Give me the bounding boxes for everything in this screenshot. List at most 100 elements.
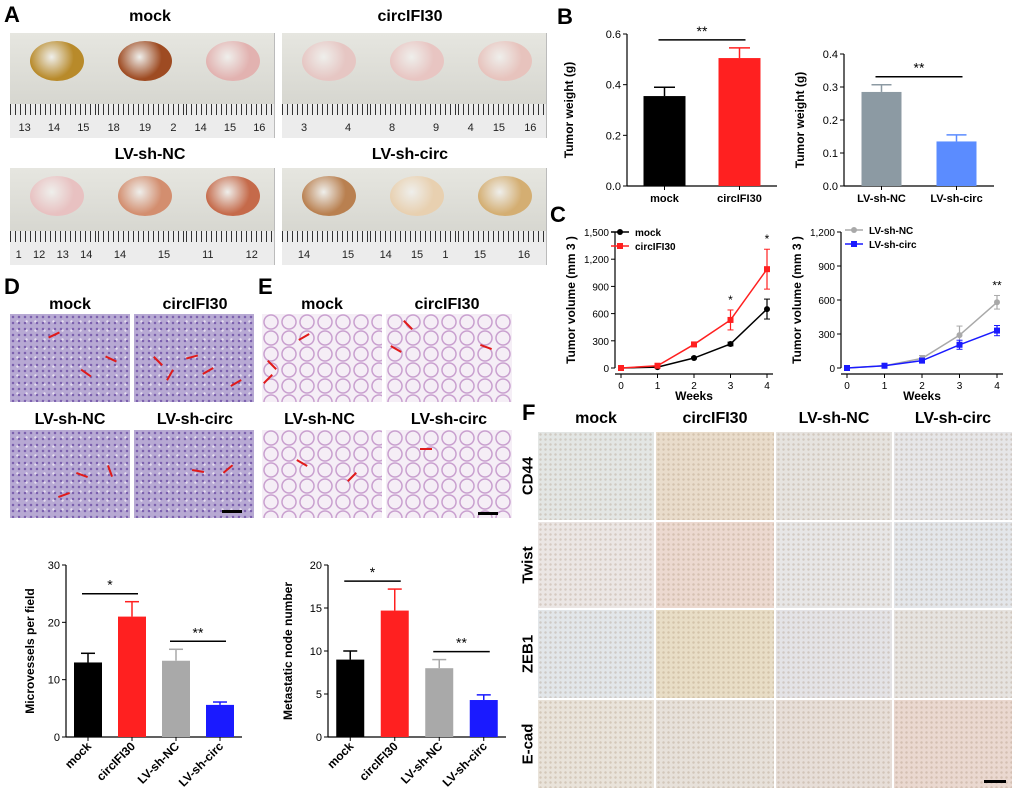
significance-marker: * xyxy=(728,293,733,307)
he-label-lv-sh-nc: LV-sh-NC xyxy=(34,411,106,428)
y-tick-label: 600 xyxy=(592,310,609,321)
ruler-number: 13 xyxy=(18,122,31,134)
he-image-lv-sh-circ xyxy=(134,430,254,518)
ruler-number: 19 xyxy=(138,122,152,134)
bar xyxy=(425,668,454,737)
he-image-lv-sh-nc xyxy=(10,430,130,518)
ihc-row-label: CD44 xyxy=(519,456,537,496)
ruler-number: 15 xyxy=(223,122,237,134)
ihc-column-label: circIFI30 xyxy=(682,410,748,427)
y-tick-label: 10 xyxy=(48,675,60,687)
x-tick-label: LV-sh-circ xyxy=(440,739,491,790)
ihc-image xyxy=(894,610,1012,698)
bar xyxy=(861,91,902,186)
ihc-image xyxy=(538,522,654,608)
ruler-number: 15 xyxy=(77,122,90,134)
y-tick-label: 900 xyxy=(592,282,609,293)
ruler-number: 9 xyxy=(432,122,440,134)
ruler-number: 14 xyxy=(80,249,93,261)
x-tick-label: 1 xyxy=(655,381,661,392)
ihc-column-label: LV-sh-NC xyxy=(798,410,870,427)
data-point xyxy=(727,340,734,347)
scale-bar xyxy=(222,510,242,513)
x-tick-label: LV-sh-circ xyxy=(176,739,227,790)
significance-marker: ** xyxy=(193,624,204,640)
tumor-tissue xyxy=(478,41,532,81)
panel-letter-f: F xyxy=(522,400,536,425)
x-tick-label: 3 xyxy=(728,381,734,392)
data-point xyxy=(844,365,850,371)
ruler: 11 12 xyxy=(186,231,274,265)
significance-marker: ** xyxy=(456,635,467,651)
bar xyxy=(74,662,102,737)
he-image-circifi30 xyxy=(134,314,254,402)
y-tick-label: 5 xyxy=(316,689,322,701)
ihc-image xyxy=(894,432,1012,520)
x-tick-label: LV-sh-circ xyxy=(930,193,982,205)
ihc-image xyxy=(656,522,774,608)
bar xyxy=(469,700,498,737)
ihc-image xyxy=(894,700,1012,788)
data-point xyxy=(654,362,661,369)
x-tick-label: 0 xyxy=(618,381,624,392)
y-tick-label: 900 xyxy=(818,262,835,273)
ruler-number: 14 xyxy=(47,122,61,134)
x-tick-label: mock xyxy=(62,739,94,771)
significance-marker: ** xyxy=(992,278,1002,292)
y-tick-label: 0.2 xyxy=(606,130,621,142)
y-tick-label: 0.6 xyxy=(606,29,621,41)
ruler-number: 4 xyxy=(467,122,474,134)
y-tick-label: 0 xyxy=(829,364,835,375)
ruler-number: 11 xyxy=(202,249,214,261)
tumor-tissue xyxy=(390,41,444,81)
bar xyxy=(162,660,190,737)
ruler-number: 13 xyxy=(56,249,69,261)
y-tick-label: 0.4 xyxy=(606,80,621,92)
x-tick-label: circIFI30 xyxy=(717,193,762,205)
data-point xyxy=(956,341,963,348)
y-tick-label: 30 xyxy=(48,560,60,572)
legend-marker xyxy=(851,227,857,233)
lung-label-circifi30: circIFI30 xyxy=(414,296,480,313)
significance-marker: * xyxy=(107,577,113,593)
y-tick-label: 0.2 xyxy=(823,115,838,127)
legend-label: circIFI30 xyxy=(635,242,676,253)
tumor-tissue xyxy=(118,176,172,216)
group-label-lv-sh-circ: LV-sh-circ xyxy=(371,146,449,163)
he-label-circifi30: circIFI30 xyxy=(162,296,228,313)
he-label-mock: mock xyxy=(49,296,91,313)
ruler-number: 15 xyxy=(410,249,424,261)
tumor-tissue xyxy=(390,176,444,216)
tumor-photo: 14 15 1 xyxy=(370,168,459,265)
chart-tumor-volume-knockdown: 0 300 600 900 1,200 0 1 2 3 4 Weeks Tumor volume (m… xyxy=(790,226,1003,400)
y-tick-label: 0.0 xyxy=(823,181,838,193)
x-tick-label: LV-sh-NC xyxy=(857,193,906,205)
legend-marker xyxy=(617,243,623,249)
x-tick-label: 1 xyxy=(882,381,888,392)
bar xyxy=(380,610,409,737)
panel-letter-c: C xyxy=(550,202,566,227)
ihc-image xyxy=(776,610,892,698)
tumor-tissue xyxy=(118,41,172,81)
lung-image-mock xyxy=(262,314,382,402)
data-point xyxy=(956,332,963,339)
lung-label-lv-sh-circ: LV-sh-circ xyxy=(410,411,488,428)
legend-label: mock xyxy=(635,228,662,239)
x-axis-label: Weeks xyxy=(903,389,941,400)
group-label-lv-sh-nc: LV-sh-NC xyxy=(114,146,186,163)
legend-label: LV-sh-circ xyxy=(869,240,917,251)
tumor-photo: 14 15 xyxy=(98,168,187,265)
x-tick-label: circIFI30 xyxy=(94,739,139,784)
y-tick-label: 20 xyxy=(48,617,60,629)
tumor-photo: 4 15 16 xyxy=(458,33,547,138)
ihc-image xyxy=(656,432,774,520)
ihc-image xyxy=(538,610,654,698)
data-point xyxy=(691,341,697,348)
panel-letter-d: D xyxy=(4,274,20,299)
bar xyxy=(936,141,977,186)
x-tick-label: circIFI30 xyxy=(357,739,402,784)
tumor-tissue xyxy=(30,41,84,81)
